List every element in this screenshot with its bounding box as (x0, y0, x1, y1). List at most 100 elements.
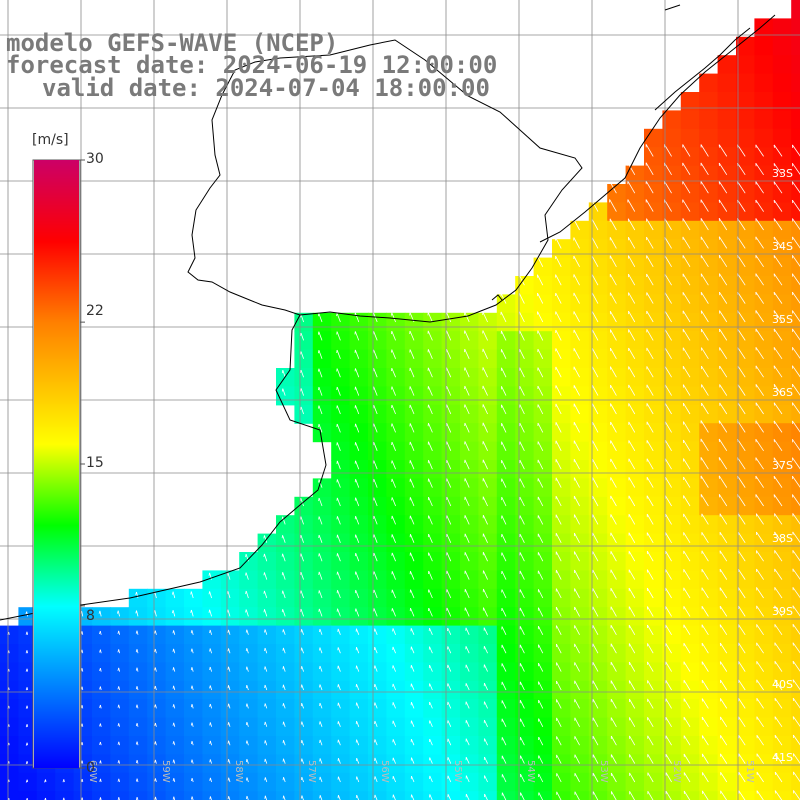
field-cell (625, 202, 645, 222)
colorbar-step (34, 473, 79, 475)
field-cell (257, 552, 277, 571)
wind-arrow (774, 660, 783, 672)
field-cell (349, 496, 369, 516)
wind-arrow-head (172, 667, 174, 671)
wind-arrow-head (282, 647, 284, 651)
wind-arrow-head (25, 705, 28, 709)
wind-arrow-head (190, 704, 193, 708)
colorbar-step (34, 454, 79, 456)
wind-arrow (737, 494, 746, 507)
wind-arrow (246, 629, 249, 635)
wind-arrow (773, 181, 783, 194)
colorbar-step (34, 179, 79, 181)
wind-arrow (355, 423, 360, 433)
colorbar-step (34, 324, 79, 326)
field-cell (662, 736, 682, 755)
wind-arrow (555, 514, 562, 525)
wind-arrow (411, 775, 415, 783)
wind-arrow (592, 735, 599, 746)
colorbar-step (34, 340, 79, 342)
colorbar-step (34, 722, 79, 724)
field-cell (294, 368, 314, 387)
wind-arrow (628, 458, 636, 470)
colorbar-step (34, 282, 79, 284)
field-cell (699, 312, 719, 332)
field-cell (791, 717, 800, 737)
wind-arrow-head (117, 723, 120, 727)
wind-arrow (609, 292, 617, 304)
colorbar-step (34, 672, 79, 674)
wind-arrow (428, 423, 433, 433)
field-cell (754, 239, 774, 259)
wind-arrow (574, 754, 580, 764)
wind-arrow (793, 771, 800, 783)
wind-arrow-head (282, 684, 284, 688)
wind-arrow-head (172, 610, 174, 614)
colorbar-step (34, 345, 79, 347)
colorbar-step (34, 369, 79, 371)
field-cell (570, 588, 590, 608)
colorbar-step (34, 211, 79, 213)
field-cell (625, 423, 645, 443)
colorbar-step (34, 206, 79, 208)
field-cell (368, 368, 387, 387)
wind-arrow (792, 347, 800, 359)
field-cell (460, 607, 479, 627)
field-cell (680, 680, 700, 700)
wind-arrow (429, 757, 433, 764)
wind-arrow (719, 568, 728, 580)
wind-arrow (773, 236, 783, 249)
wind-arrow (774, 716, 783, 728)
wind-arrow (774, 697, 783, 709)
wind-arrow (464, 496, 470, 507)
wind-arrow (318, 608, 323, 617)
field-cell (736, 552, 755, 571)
field-cell (772, 772, 792, 792)
wind-arrow (464, 515, 470, 525)
field-cell (662, 717, 682, 737)
colorbar-step (34, 418, 79, 420)
wind-arrow (610, 366, 617, 378)
colorbar-step (34, 589, 79, 591)
wind-arrow (591, 237, 599, 249)
field-cell (423, 368, 443, 387)
wind-arrow (591, 311, 599, 323)
field-cell (552, 496, 571, 516)
field-cell (0, 699, 19, 719)
colorbar-step (34, 556, 79, 558)
colorbar-step (34, 695, 79, 697)
wind-arrow (446, 441, 452, 451)
wind-arrow (465, 793, 470, 800)
colorbar-step (34, 540, 79, 542)
field-cell (533, 662, 553, 682)
field-cell (644, 165, 663, 185)
field-cell (607, 515, 627, 535)
wind-arrow (283, 684, 286, 691)
wind-arrow (573, 495, 580, 507)
wind-arrow (428, 589, 433, 599)
field-cell (736, 680, 755, 700)
field-cell (276, 736, 295, 755)
field-cell (625, 331, 645, 351)
wind-arrow (682, 273, 691, 286)
field-cell (625, 276, 645, 295)
field-cell (312, 607, 332, 627)
wind-arrow (537, 330, 544, 341)
colorbar-step (34, 402, 79, 404)
field-cell (754, 662, 774, 682)
colorbar-step (34, 449, 79, 451)
field-cell (349, 460, 369, 479)
colorbar-step (34, 436, 79, 438)
wind-arrow (556, 625, 562, 635)
field-cell (772, 368, 792, 387)
field-cell (0, 772, 19, 792)
field-cell (680, 368, 700, 387)
field-cell (184, 644, 203, 663)
wind-arrow (738, 771, 746, 783)
colorbar-step (34, 693, 79, 695)
field-cell (772, 55, 792, 75)
field-cell (423, 644, 443, 663)
field-cell (754, 460, 774, 479)
field-cell (294, 404, 314, 424)
wind-arrow (756, 568, 764, 580)
